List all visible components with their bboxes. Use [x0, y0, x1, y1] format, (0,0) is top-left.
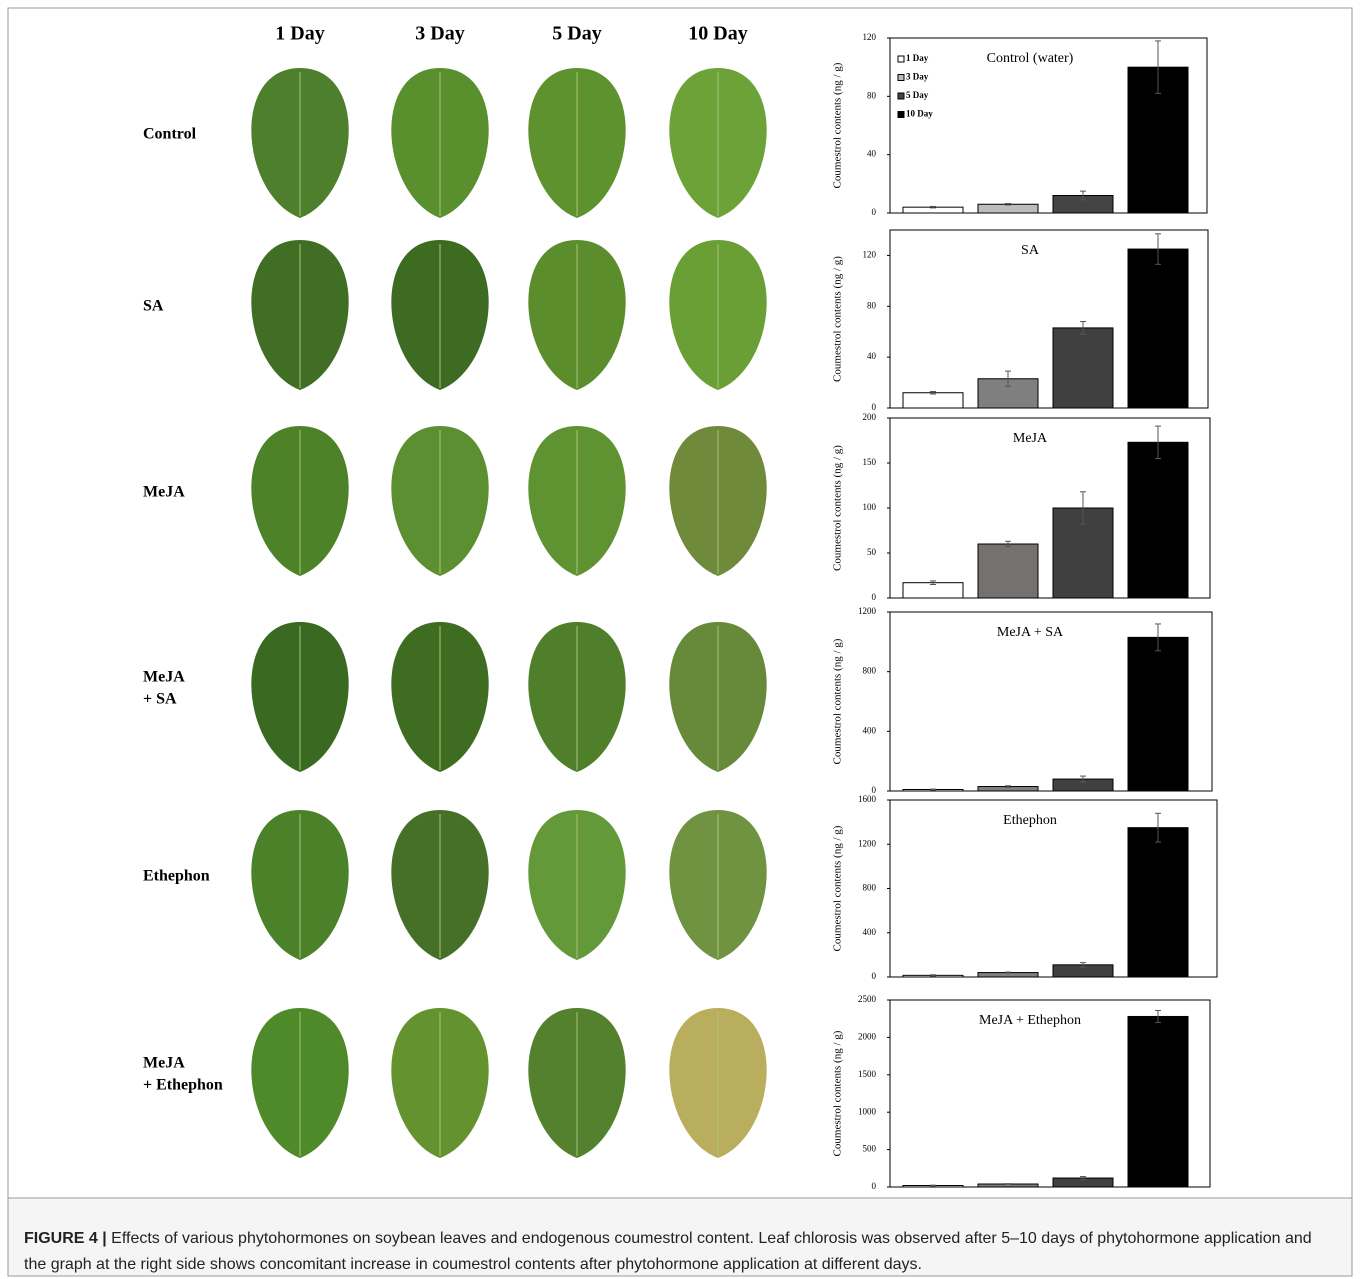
bar: [977, 543, 1039, 599]
row-label: + SA: [143, 691, 177, 708]
y-axis-label: Coumestrol contents (ng / g): [832, 445, 844, 571]
legend-label: 1 Day: [906, 53, 929, 63]
row-label: Control: [143, 126, 197, 143]
y-tick-label: 0: [872, 785, 877, 795]
y-tick-label: 400: [863, 927, 877, 937]
bar: [1127, 1015, 1189, 1188]
legend-swatch: [897, 92, 905, 100]
column-header: 5 Day: [552, 23, 601, 45]
caption-box: [7, 1197, 1353, 1277]
caption: FIGURE 4 | Effects of various phytohormo…: [24, 1226, 1324, 1278]
legend-swatch: [897, 55, 905, 63]
y-axis-label: Coumestrol contents (ng / g): [832, 62, 844, 188]
plot-frame: [889, 999, 1211, 1188]
chart-title: Ethephon: [1003, 813, 1057, 828]
chart-title: Control (water): [987, 51, 1074, 66]
caption-label: FIGURE 4 |: [24, 1230, 107, 1247]
y-tick-label: 0: [872, 971, 877, 981]
column-header: 3 Day: [415, 23, 464, 45]
y-tick-label: 500: [863, 1144, 877, 1154]
chart-title: MeJA + Ethephon: [979, 1013, 1081, 1028]
bar: [1127, 248, 1189, 409]
column-header: 10 Day: [688, 23, 747, 45]
y-tick-label: 2500: [858, 994, 877, 1004]
row-label: MeJA: [143, 1055, 185, 1072]
y-tick-label: 200: [863, 412, 877, 422]
y-axis-label: Coumestrol contents (ng / g): [832, 638, 844, 764]
row-label: Ethephon: [143, 868, 210, 885]
bar: [902, 392, 964, 409]
bar: [1052, 327, 1114, 409]
legend-swatch: [897, 74, 905, 81]
bar: [1127, 636, 1189, 792]
plot-frame: [889, 229, 1209, 409]
bar: [977, 203, 1039, 214]
y-tick-label: 800: [863, 666, 877, 676]
column-header: 1 Day: [275, 23, 324, 45]
row-label: MeJA: [143, 484, 185, 501]
plot-frame: [889, 37, 1208, 214]
plot-frame: [889, 611, 1213, 792]
y-tick-label: 1200: [858, 606, 877, 616]
caption-text: Effects of various phytohormones on soyb…: [24, 1230, 1312, 1273]
legend-swatch: [897, 111, 905, 118]
chart-title: SA: [1021, 243, 1040, 258]
y-tick-label: 1200: [858, 838, 877, 848]
y-tick-label: 40: [867, 149, 877, 159]
legend-label: 3 Day: [906, 72, 929, 82]
legend-label: 10 Day: [906, 109, 933, 119]
y-tick-label: 0: [872, 1181, 877, 1191]
y-tick-label: 120: [863, 32, 877, 42]
y-tick-label: 120: [863, 249, 877, 259]
y-tick-label: 80: [867, 90, 877, 100]
bar: [1127, 441, 1189, 599]
y-axis-label: Coumestrol contents (ng / g): [832, 825, 844, 951]
y-tick-label: 50: [867, 547, 877, 557]
y-tick-label: 0: [872, 592, 877, 602]
y-tick-label: 800: [863, 883, 877, 893]
y-axis-label: Coumestrol contents (ng / g): [832, 256, 844, 382]
row-label: SA: [143, 298, 164, 315]
y-tick-label: 0: [872, 207, 877, 217]
row-label: + Ethephon: [143, 1077, 223, 1094]
y-tick-label: 1600: [858, 794, 877, 804]
y-tick-label: 2000: [858, 1031, 877, 1041]
legend-label: 5 Day: [906, 90, 929, 100]
y-tick-label: 100: [863, 502, 877, 512]
chart-title: MeJA: [1013, 431, 1048, 446]
y-tick-label: 80: [867, 300, 877, 310]
y-tick-label: 1500: [858, 1069, 877, 1079]
y-axis-label: Coumestrol contents (ng / g): [832, 1030, 844, 1156]
bar: [1127, 827, 1189, 978]
y-tick-label: 40: [867, 351, 877, 361]
chart-title: MeJA + SA: [997, 625, 1064, 640]
row-label: MeJA: [143, 669, 185, 686]
y-tick-label: 1000: [858, 1106, 877, 1116]
y-tick-label: 0: [872, 402, 877, 412]
y-tick-label: 150: [863, 457, 877, 467]
y-tick-label: 400: [863, 725, 877, 735]
